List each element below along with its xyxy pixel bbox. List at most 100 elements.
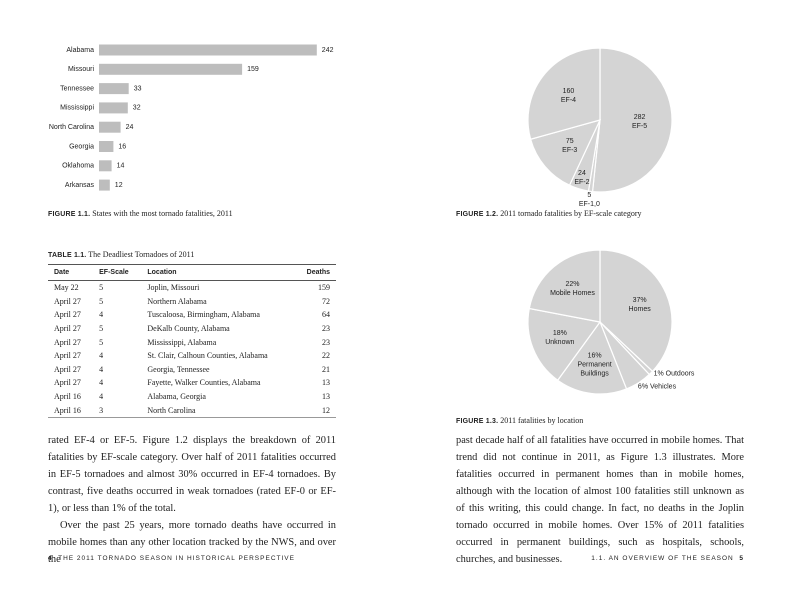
table-cell: Fayette, Walker Counties, Alabama xyxy=(147,378,261,388)
page-number: 4 xyxy=(48,555,53,562)
footer-left: 4 THE 2011 TORNADO SEASON IN HISTORICAL … xyxy=(48,555,295,562)
table-cell: April 27 xyxy=(54,337,81,347)
slice-category: EF-1,0 xyxy=(578,200,600,208)
slice-label: 22% Mobile Homes xyxy=(542,280,602,298)
bar xyxy=(99,141,114,152)
table-cell: April 27 xyxy=(54,296,81,306)
table-row: May 22 5 Joplin, Missouri 159 xyxy=(48,281,336,295)
caption: FIGURE 1.2. 2011 tornado fatalities by E… xyxy=(456,209,641,218)
table-cell: 4 xyxy=(99,351,104,361)
table-cell: April 27 xyxy=(54,378,81,388)
bar xyxy=(99,63,243,75)
slice-category: EF-3 xyxy=(562,146,578,154)
slice-label: 282 EF-5 xyxy=(610,113,670,131)
slice-value: 18% xyxy=(552,329,567,337)
bar-label: Arkansas xyxy=(65,182,95,189)
table-cell: 13 xyxy=(322,378,330,388)
table-cell: 4 xyxy=(99,310,104,320)
bar xyxy=(99,102,128,114)
table-cell: April 27 xyxy=(54,310,81,320)
table-cell: 22 xyxy=(322,351,330,361)
table-row: April 27 4 Fayette, Walker Counties, Alaba… xyxy=(48,376,336,390)
column-header: Date xyxy=(48,264,94,281)
slice-label: 160 EF-4 xyxy=(538,87,598,105)
value-label: 33 xyxy=(134,85,142,92)
bar-label: Missouri xyxy=(68,66,95,73)
slice-value: 22% xyxy=(565,280,580,288)
table-cell: 72 xyxy=(322,296,330,306)
table-cell: 5 xyxy=(99,283,104,293)
table-cell: April 27 xyxy=(54,364,81,374)
slice-category: EF-2 xyxy=(574,179,590,187)
pie-slice xyxy=(591,47,673,193)
slice-category: Unknown xyxy=(545,338,575,346)
paragraph: Over the past 25 years, more tornado dea… xyxy=(48,520,336,565)
bar xyxy=(99,179,110,191)
slice-label: 5 EF-1,0 xyxy=(559,191,619,209)
slice-value: 5 xyxy=(587,191,592,199)
pie-slice xyxy=(556,320,628,395)
table-row: April 16 4 Alabama, Georgia 13 xyxy=(48,390,336,404)
slice-category: Permanent Buildings xyxy=(577,361,612,378)
slice-value: 160 xyxy=(562,88,575,96)
table-caption: TABLE 1.1. The Deadliest Tornadoes of 20… xyxy=(48,250,194,259)
value-label: 24 xyxy=(126,124,134,131)
slice-value: 1% xyxy=(653,370,664,378)
caption: FIGURE 1.3. 2011 fatalities by location xyxy=(456,416,583,425)
table-row: April 27 5 Northern Alabama 72 xyxy=(48,295,336,309)
paragraph: past decade half of all fatalities have … xyxy=(456,435,744,565)
table-row: April 27 4 St. Clair, Calhoun Counties, Al… xyxy=(48,349,336,363)
table-cell: 12 xyxy=(294,403,336,418)
table-cell: 23 xyxy=(322,337,330,347)
bar xyxy=(99,83,129,95)
table-row: April 16 3 North Carolina 12 xyxy=(48,403,336,418)
slice-label: 16% Permanent Buildings xyxy=(565,351,625,378)
table-cell: Georgia, Tennessee xyxy=(147,364,210,374)
bar xyxy=(99,160,112,172)
table-cell: 4 xyxy=(99,392,104,402)
slice-category: EF-5 xyxy=(631,123,648,131)
table-cell: 13 xyxy=(322,392,330,402)
caption-label: FIGURE 1.1. xyxy=(48,211,91,218)
value-label: 242 xyxy=(322,47,334,54)
table-cell: 3 xyxy=(93,403,142,418)
slice-category: Outdoors xyxy=(665,370,695,378)
slice-value: 16% xyxy=(587,352,602,360)
table-cell: 5 xyxy=(99,324,104,334)
pie-slice xyxy=(529,119,602,187)
bar xyxy=(99,121,121,133)
footer-right: 1.1. AN OVERVIEW OF THE SEASON 5 xyxy=(591,555,744,562)
slice-value: 6% xyxy=(637,383,649,391)
value-label: 32 xyxy=(133,105,141,112)
slice-category: EF-4 xyxy=(560,97,577,105)
slice-category: Homes xyxy=(628,305,651,313)
table-cell: April 27 xyxy=(54,351,81,361)
bar-label: Georgia xyxy=(69,143,94,150)
bar-label: Mississippi xyxy=(60,105,94,112)
table-cell: Northern Alabama xyxy=(147,296,207,306)
bar-label: Tennessee xyxy=(60,85,94,92)
pie-slice xyxy=(527,307,602,382)
slice-value: 37% xyxy=(632,296,647,304)
pie-slice xyxy=(528,249,601,323)
caption-text: 2011 fatalities by location xyxy=(500,416,584,425)
table-cell: 21 xyxy=(322,364,330,374)
column-header: Location xyxy=(141,264,295,281)
running-head: 1.1. AN OVERVIEW OF THE SEASON xyxy=(591,555,734,562)
table-cell: DeKalb County, Alabama xyxy=(147,324,230,334)
value-label: 159 xyxy=(247,66,259,73)
table-cell: 64 xyxy=(322,310,330,320)
caption-text: 2011 tornado fatalities by EF-scale cate… xyxy=(500,209,642,218)
table-cell: April 16 xyxy=(48,403,94,418)
bar-label: North Carolina xyxy=(49,124,94,131)
value-label: 14 xyxy=(117,163,125,170)
caption-label: FIGURE 1.3. xyxy=(456,418,499,425)
table-cell: April 27 xyxy=(54,324,81,334)
slice-label: 6% Vehicles xyxy=(638,383,676,392)
column-header: Deaths xyxy=(294,264,336,281)
bar xyxy=(99,44,317,56)
caption-label: FIGURE 1.2. xyxy=(456,211,499,218)
slice-label: 24 EF-2 xyxy=(552,169,612,187)
table-row: April 27 4 Tuscaloosa, Birmingham, Alabama… xyxy=(48,308,336,322)
